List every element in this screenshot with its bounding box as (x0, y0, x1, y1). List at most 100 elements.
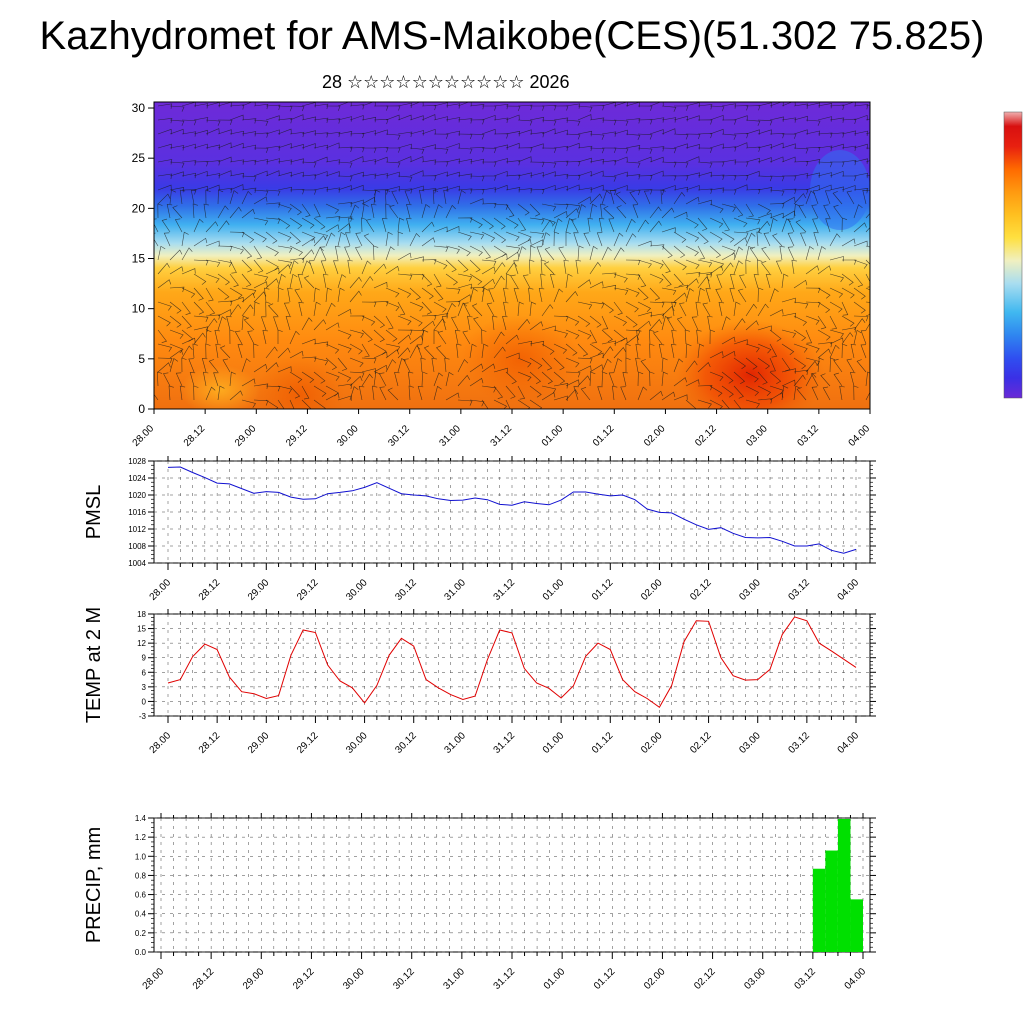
wind-barb (685, 288, 694, 303)
wind-barb (505, 217, 519, 229)
wind-barb (589, 133, 605, 140)
wind-barb (697, 147, 713, 154)
wind-barb (550, 274, 556, 289)
wind-barb (253, 231, 267, 243)
wind-barb (469, 245, 483, 257)
wind-barb (517, 172, 532, 178)
wind-barb (781, 188, 797, 194)
wind-barb (793, 279, 808, 289)
wind-barb (517, 371, 532, 382)
wind-barb (541, 343, 555, 355)
wind-barb (781, 196, 796, 205)
x-tick-label: 02.00 (642, 423, 668, 449)
wind-barb (361, 329, 373, 343)
wind-barb (505, 130, 521, 137)
wind-barb (702, 302, 711, 317)
wind-barb (772, 233, 783, 247)
wind-barb (277, 287, 284, 303)
wind-barb (161, 218, 171, 233)
wind-barb (769, 329, 782, 342)
wind-barb (265, 399, 279, 409)
wind-barb (445, 143, 460, 149)
x-tick-label: 04.00 (843, 966, 869, 992)
wind-barb (213, 372, 219, 387)
wind-barb (685, 185, 700, 191)
wind-barb (169, 329, 184, 339)
wind-barb (673, 143, 688, 149)
x-tick-label: 31.00 (438, 423, 464, 449)
wind-barb (757, 343, 772, 354)
wind-barb (673, 394, 688, 401)
wind-barb (313, 235, 327, 247)
wind-barb (673, 186, 689, 193)
wind-barb (365, 218, 375, 233)
wind-barb (589, 184, 604, 191)
wind-barb (205, 119, 221, 126)
wind-barb (529, 143, 544, 149)
wind-barb (781, 273, 789, 289)
wind-barb (325, 392, 340, 401)
wind-barb (517, 147, 533, 153)
wind-barb (313, 231, 329, 240)
wind-barb (313, 287, 320, 303)
wind-barb (493, 170, 508, 177)
wind-barb (860, 330, 867, 345)
x-tick-label: 02.00 (639, 577, 665, 603)
wind-barb (337, 201, 353, 208)
wind-barb (193, 287, 204, 301)
wind-barb (505, 231, 520, 242)
wind-barb (805, 360, 818, 373)
wind-barb (722, 189, 737, 195)
wind-barb (241, 358, 251, 373)
wind-barb (673, 292, 687, 303)
wind-barb (805, 315, 820, 325)
wind-barb (404, 190, 411, 205)
wind-barb (277, 143, 292, 149)
wind-barb (865, 212, 870, 219)
wind-barb (745, 232, 756, 247)
wind-barb (169, 286, 185, 293)
wind-barb (371, 203, 377, 219)
wind-barb (409, 329, 425, 336)
wind-barb (181, 231, 189, 247)
wind-barb (394, 372, 400, 387)
wind-barb (193, 237, 208, 247)
wind-barb (829, 357, 836, 373)
wind-barb (379, 386, 387, 401)
x-tick-label: 30.00 (335, 423, 361, 449)
wind-barb (637, 386, 648, 401)
wind-barb (493, 217, 506, 230)
wind-barb (673, 284, 689, 291)
wind-barb (217, 189, 224, 205)
wind-barb (757, 212, 772, 219)
wind-barb (544, 247, 555, 261)
wind-barb (517, 301, 524, 317)
wind-barb (853, 329, 862, 345)
wind-barb (673, 273, 684, 287)
wind-barb (565, 231, 571, 246)
wind-barb (241, 131, 257, 137)
wind-barb (541, 184, 556, 191)
wind-barb (541, 119, 557, 126)
wind-barb (168, 385, 174, 401)
wind-barb (260, 316, 267, 331)
wind-barb (253, 196, 268, 205)
wind-barb (157, 203, 163, 219)
x-tick-label: 04.00 (847, 423, 873, 449)
wind-barb (409, 115, 424, 121)
wind-barb (853, 222, 867, 233)
wind-barb (721, 175, 737, 181)
wind-barb (397, 156, 412, 163)
wind-barb (481, 245, 491, 259)
x-tick-label: 31.12 (492, 966, 518, 992)
wind-barb (457, 245, 471, 257)
wind-barb (510, 274, 519, 289)
wind-barb (721, 159, 737, 165)
wind-barb (805, 343, 820, 353)
wind-barb (217, 287, 230, 300)
wind-barb (841, 217, 848, 233)
wind-barb (445, 301, 461, 307)
wind-barb (445, 273, 458, 286)
wind-barb (640, 359, 651, 373)
wind-barb (601, 175, 617, 182)
